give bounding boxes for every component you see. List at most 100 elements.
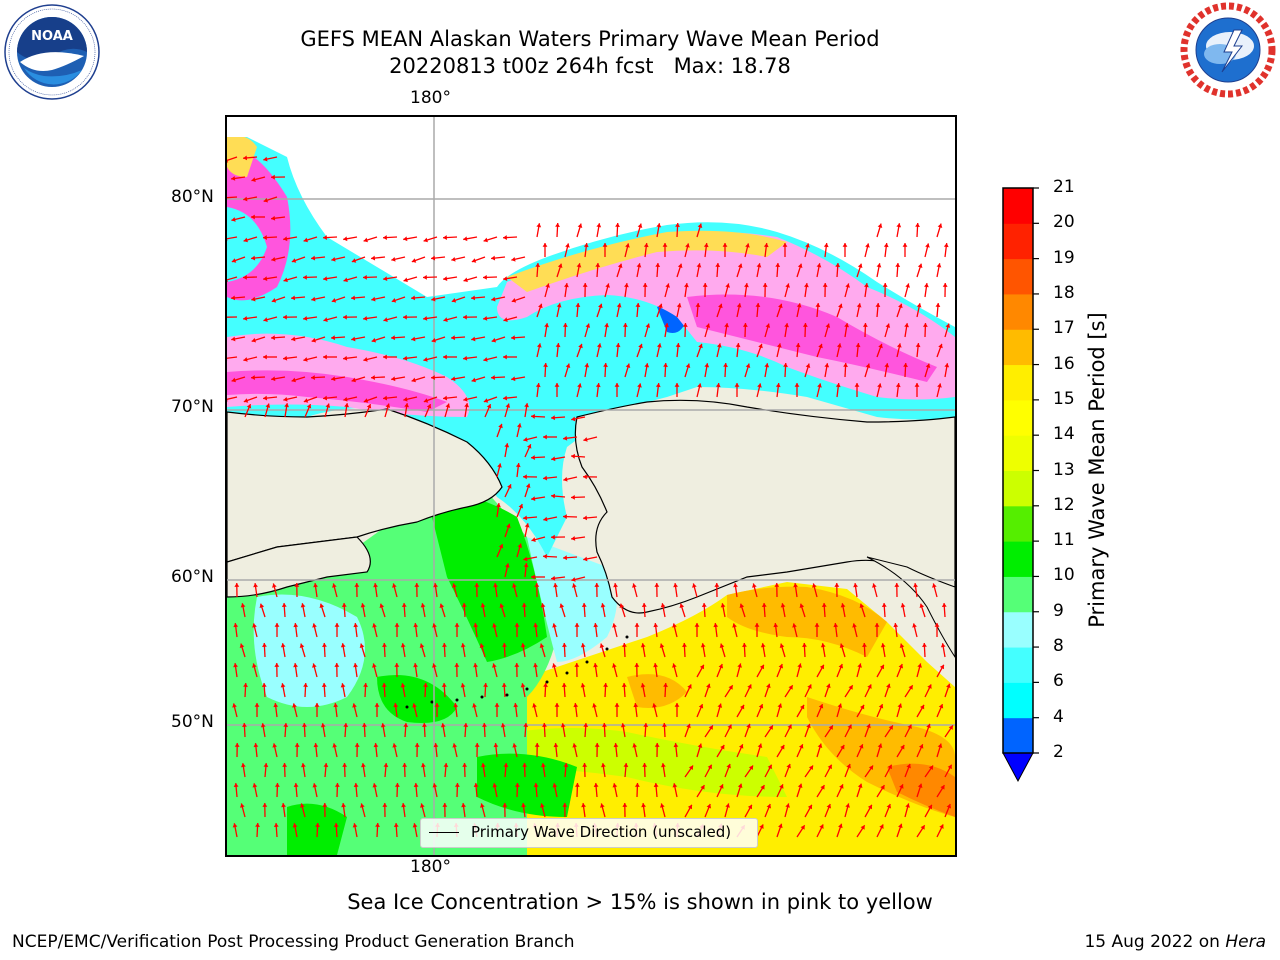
wave-arrow-head <box>879 664 885 670</box>
map-title: GEFS MEAN Alaskan Waters Primary Wave Me… <box>300 27 880 51</box>
wave-arrow-head <box>679 603 685 609</box>
wave-arrow-head <box>440 723 446 728</box>
wave-arrow-head <box>917 263 923 269</box>
wave-arrow-head <box>403 277 408 283</box>
wave-arrow-head <box>496 503 501 508</box>
wave-arrow-head <box>499 603 505 609</box>
wave-arrow-head <box>932 583 937 588</box>
wave-arrow-head <box>344 403 349 408</box>
wave-arrow-head <box>612 663 617 668</box>
wave-arrow-head <box>884 363 890 368</box>
wave-arrow-head <box>353 783 359 788</box>
wave-arrow-head <box>242 723 247 727</box>
arctic-white-north <box>247 137 955 327</box>
wave-arrow-head <box>641 803 646 808</box>
wave-arrow-head <box>231 377 236 383</box>
colorbar-segment <box>1003 293 1033 330</box>
wave-arrow-head <box>836 343 842 348</box>
wave-arrow-head <box>354 743 360 747</box>
wave-arrow-head <box>557 263 563 269</box>
legend-line <box>429 832 459 833</box>
wave-arrow-head <box>423 398 429 403</box>
wave-arrow-head <box>243 274 247 280</box>
wave-arrow-head <box>284 403 289 408</box>
wave-arrow-head <box>819 824 824 829</box>
wave-arrow-head <box>826 804 832 809</box>
wave-arrow-head <box>260 723 266 728</box>
colorbar-title: Primary Wave Mean Period [s] <box>1085 312 1109 628</box>
wave-arrow-head <box>860 825 865 830</box>
wave-arrow-head <box>439 603 445 609</box>
wave-arrow-head <box>767 764 772 770</box>
wave-arrow-head <box>820 785 825 790</box>
wave-arrow-head <box>303 357 308 362</box>
wave-arrow-head <box>659 643 665 648</box>
wave-arrow-head <box>403 236 408 242</box>
wave-arrow-head <box>717 703 723 708</box>
wave-arrow-head <box>420 803 425 808</box>
land-alaska <box>574 399 955 614</box>
map-legend: Primary Wave Direction (unscaled) <box>420 818 758 848</box>
wave-arrow-head <box>451 256 456 262</box>
wave-arrow-head <box>812 583 817 588</box>
wave-arrow-head <box>312 623 317 628</box>
wave-arrow-head <box>534 743 540 747</box>
wave-arrow-head <box>898 303 903 309</box>
wave-arrow-head <box>545 283 550 288</box>
wave-arrow-head <box>742 643 747 647</box>
wave-arrow-head <box>715 263 721 267</box>
ocean-lightcyan-bering <box>527 537 617 662</box>
sea-ice-west-yellow <box>227 135 257 177</box>
wave-arrow-head <box>231 336 236 342</box>
wave-arrow-head <box>927 804 933 810</box>
wave-arrow-head <box>797 663 802 668</box>
colorbar-segment <box>1003 470 1033 507</box>
colorbar-segment <box>1003 188 1033 224</box>
wave-arrow-head <box>504 563 510 568</box>
colorbar-tick-label: 18 <box>1053 282 1075 303</box>
wave-arrow-head <box>483 683 488 687</box>
wave-arrow-head <box>274 623 280 627</box>
wave-arrow-head <box>373 743 379 748</box>
wave-arrow-head <box>361 763 366 768</box>
wave-arrow-head <box>574 663 580 667</box>
wave-arrow-head <box>643 243 649 248</box>
wave-arrow-head <box>697 743 703 748</box>
wave-arrow-shaft <box>227 196 238 199</box>
wave-arrow-head <box>864 283 869 288</box>
wave-arrow-head <box>602 243 608 247</box>
wave-arrow-head <box>868 765 874 771</box>
wave-arrow-head <box>483 316 488 321</box>
wave-arrow-head <box>452 743 458 748</box>
wave-arrow-head <box>562 643 567 647</box>
wave-arrow-head <box>638 343 643 349</box>
wave-arrow-head <box>571 536 576 541</box>
wave-arrow-head <box>311 375 315 380</box>
wave-arrow-head <box>403 396 408 402</box>
wave-arrow-head <box>536 223 542 228</box>
wave-arrow-head <box>243 237 248 243</box>
wave-arrow-head <box>635 303 641 308</box>
wave-arrow-head <box>640 683 646 688</box>
wave-arrow-shaft <box>227 396 238 400</box>
wave-arrow-head <box>562 323 568 327</box>
colorbar-segment <box>1003 364 1033 401</box>
wave-arrow-head <box>351 295 356 301</box>
wave-arrow-head <box>700 643 706 648</box>
wave-arrow-head <box>663 683 668 687</box>
wave-arrow-head <box>797 783 803 789</box>
wave-arrow-head <box>877 223 883 228</box>
wave-arrow-head <box>560 723 566 728</box>
wave-arrow-head <box>574 623 580 627</box>
wave-arrow-head <box>363 683 368 687</box>
wave-arrow-head <box>464 403 469 408</box>
wave-arrow-head <box>502 803 508 807</box>
wave-arrow-head <box>571 494 575 500</box>
wave-arrow-head <box>234 583 240 587</box>
wave-arrow-head <box>241 763 246 768</box>
wave-arrow-head <box>895 383 901 388</box>
wave-arrow-head <box>899 643 905 648</box>
wave-arrow-head <box>517 543 523 548</box>
wave-arrow-head <box>584 363 590 368</box>
wave-arrow-head <box>272 583 277 588</box>
